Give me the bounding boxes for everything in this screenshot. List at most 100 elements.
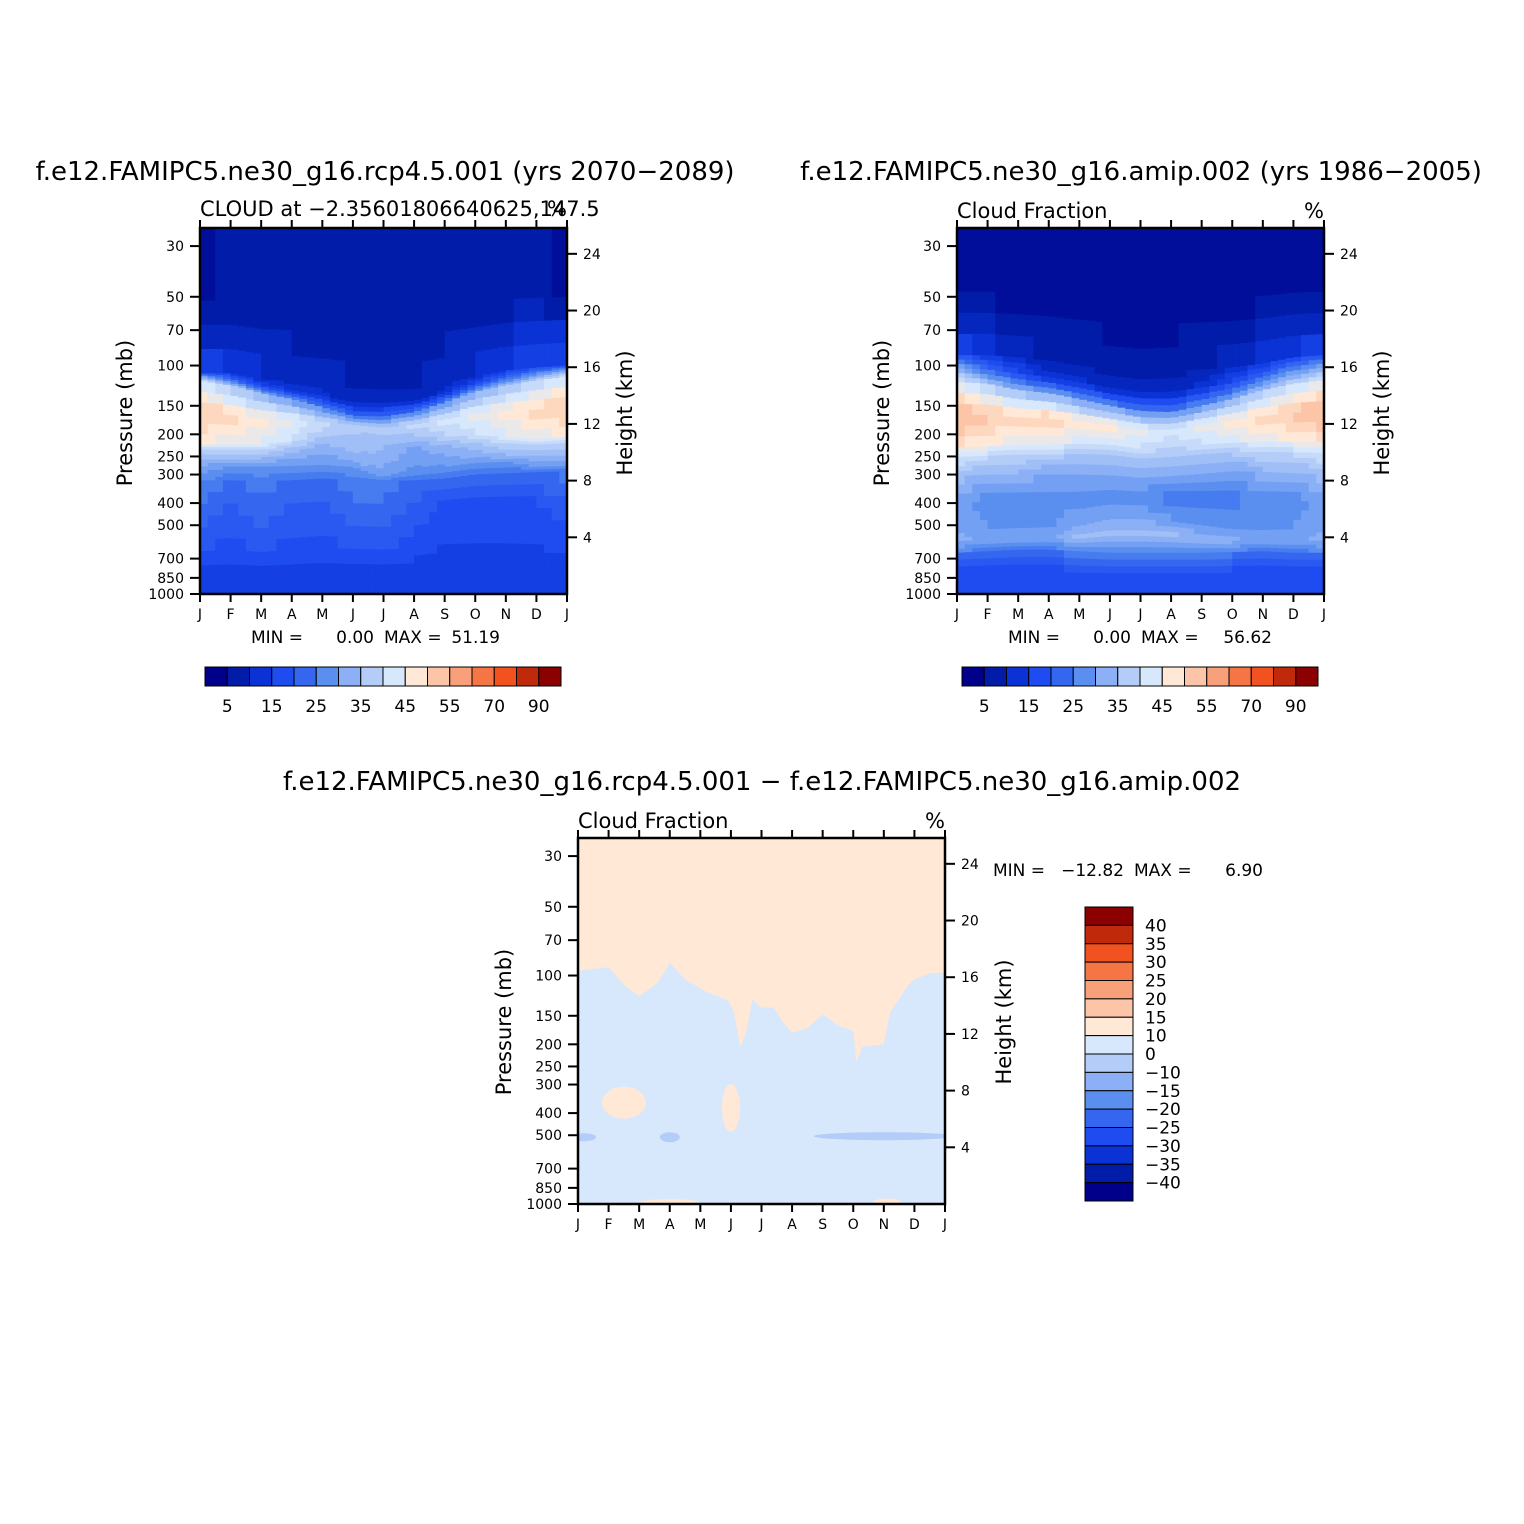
contour-cell <box>1002 510 1012 521</box>
contour-cell <box>1270 501 1279 512</box>
contour-cell <box>368 453 377 460</box>
contour-cell <box>452 447 461 453</box>
contour-cell <box>1018 546 1027 551</box>
contour-cell <box>200 449 209 453</box>
contour-cell <box>972 502 981 512</box>
contour-cell <box>1178 409 1187 417</box>
contour-cell <box>1247 520 1256 531</box>
contour-cell <box>406 514 415 527</box>
contour-cell <box>406 437 415 443</box>
contour-cell <box>230 579 239 588</box>
contour-cell <box>276 586 285 594</box>
contour-cell <box>368 416 377 421</box>
contour-cell <box>352 281 362 309</box>
contour-cell <box>291 304 300 331</box>
contour-cell <box>1201 454 1210 460</box>
contour-cell <box>1171 228 1180 253</box>
contour-cell <box>1232 558 1241 567</box>
contour-cell <box>291 279 300 306</box>
contour-cell <box>559 569 567 579</box>
contour-cell <box>207 449 216 453</box>
contour-cell <box>437 254 446 281</box>
contour-cell <box>1056 557 1065 566</box>
contour-cell <box>215 564 224 573</box>
contour-cell <box>1270 529 1279 534</box>
contour-cell <box>1018 417 1027 428</box>
contour-cell <box>1201 418 1210 426</box>
contour-cell <box>414 547 423 556</box>
contour-cell <box>995 579 1004 588</box>
contour-cell <box>291 390 300 395</box>
y-tick-label-height: 20 <box>583 304 601 320</box>
contour-cell <box>1010 449 1019 456</box>
contour-cell <box>421 422 430 428</box>
contour-cell <box>329 410 339 416</box>
contour-cell <box>1163 299 1172 325</box>
contour-cell <box>329 536 339 549</box>
contour-cell <box>398 433 408 439</box>
contour-cell <box>1278 510 1287 521</box>
contour-cell <box>972 312 981 335</box>
contour-cell <box>360 526 369 539</box>
contour-cell <box>1102 587 1111 594</box>
x-tick-label: J <box>380 607 385 623</box>
contour-cell <box>1140 530 1149 537</box>
contour-cell <box>1255 461 1264 468</box>
contour-cell <box>490 470 499 475</box>
contour-cell <box>1163 466 1172 473</box>
max-label: MAX = <box>384 628 442 648</box>
contour-cell <box>352 549 362 558</box>
contour-cell <box>1247 228 1256 252</box>
contour-cell <box>200 515 209 529</box>
contour-cell <box>375 416 385 421</box>
contour-cell <box>360 471 369 475</box>
x-tick-label: J <box>1137 607 1142 623</box>
contour-cell <box>398 389 408 394</box>
contour-cell <box>1086 297 1096 322</box>
colorbar-label: −15 <box>1145 1082 1181 1102</box>
contour-cell <box>1186 507 1195 517</box>
contour-cell <box>1308 540 1317 546</box>
contour-cell <box>1278 432 1287 443</box>
contour-cell <box>1194 499 1203 509</box>
contour-cell <box>230 526 239 540</box>
contour-cell <box>1025 314 1035 338</box>
contour-cell <box>1025 449 1035 456</box>
contour-cell <box>528 370 538 373</box>
contour-cell <box>391 449 400 456</box>
contour-cell <box>291 472 300 478</box>
contour-cell <box>444 552 453 562</box>
y-tick-label-pressure: 100 <box>157 359 184 375</box>
contour-cell <box>1209 548 1218 554</box>
colorbar-swatch <box>404 666 428 687</box>
contour-cell <box>1056 534 1065 540</box>
contour-cell <box>421 360 430 388</box>
contour-cell <box>979 579 989 588</box>
contour-cell <box>238 252 247 278</box>
contour-cell <box>1033 449 1042 456</box>
contour-cell <box>421 387 430 392</box>
contour-cell <box>261 402 270 412</box>
contour-cell <box>1033 381 1042 388</box>
contour-cell <box>322 461 331 466</box>
contour-cell <box>1041 436 1050 446</box>
contour-cell <box>261 384 270 388</box>
contour-cell <box>360 361 369 390</box>
contour-cell <box>498 228 507 253</box>
contour-cell <box>1285 566 1295 574</box>
contour-cell <box>1247 456 1256 463</box>
contour-cell <box>544 418 553 429</box>
contour-cell <box>544 251 553 275</box>
contour-cell <box>1148 541 1157 548</box>
contour-cell <box>528 461 538 465</box>
contour-cell <box>406 469 415 473</box>
contour-cell <box>1109 524 1119 531</box>
contour-cell <box>1033 474 1042 484</box>
contour-cell <box>1155 587 1165 594</box>
contour-cell <box>1117 420 1126 428</box>
contour-cell <box>1117 573 1126 581</box>
contour-cell <box>513 378 522 382</box>
contour-cell <box>1163 423 1172 431</box>
contour-cell <box>1041 527 1050 532</box>
x-tick-label: J <box>197 607 202 623</box>
